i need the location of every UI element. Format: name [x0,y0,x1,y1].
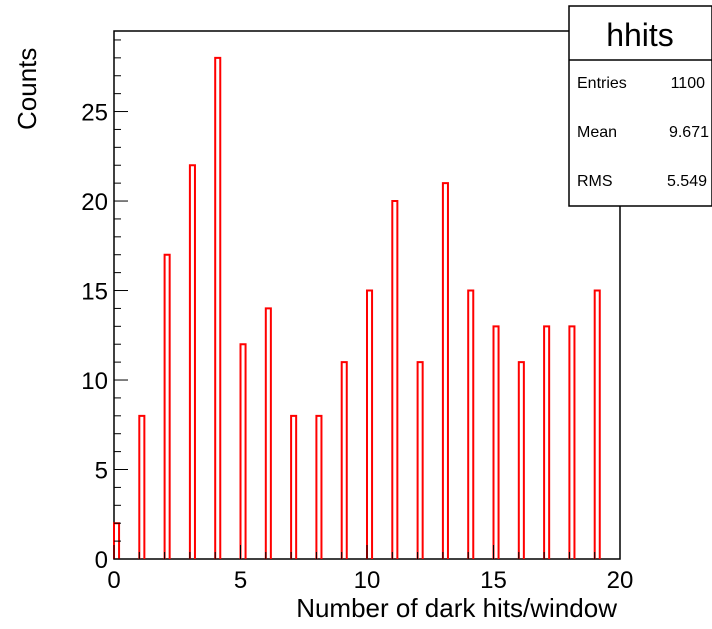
stats-entries-value: 1100 [671,75,706,92]
histogram-bar [492,325,500,559]
axes: 0 5 10 15 20 0 5 10 15 20 25 [81,39,634,594]
stats-mean-value: 9.671 [669,124,709,141]
y-tick-label: 25 [81,100,108,127]
histogram-bar [568,325,576,559]
y-axis-title: Counts [12,48,42,130]
stats-rms-label: RMS [577,173,613,190]
histogram-bar [391,200,399,559]
histogram-bar [264,307,272,559]
histogram-bar [441,182,449,559]
histogram-bar [366,289,374,559]
y-tick-label: 0 [95,547,108,574]
stats-box: hhits Entries 1100 Mean 9.671 RMS 5.549 [568,5,712,207]
y-tick-label: 5 [95,458,108,485]
histogram-bar [416,361,424,559]
stats-entries-label: Entries [577,75,627,92]
stats-title: hhits [606,17,674,53]
histogram-bar [467,289,475,559]
x-tick-label: 5 [234,567,247,594]
bars [113,56,601,559]
x-tick-label: 20 [607,567,634,594]
histogram-bar [239,343,247,559]
y-tick-label: 20 [81,189,108,216]
histogram-bar [163,253,171,559]
y-tick-label: 10 [81,368,108,395]
histogram-bar [138,414,146,559]
x-tick-label: 15 [480,567,507,594]
histogram-bar [340,361,348,559]
stats-mean-label: Mean [577,124,617,141]
histogram-bar [315,414,323,559]
histogram-bar [517,361,525,559]
histogram-bar [214,56,222,559]
histogram-bar [290,414,298,559]
stats-rms-value: 5.549 [667,173,707,190]
x-tick-label: 0 [107,567,120,594]
x-axis-title: Number of dark hits/window [296,593,617,623]
y-tick-label: 15 [81,279,108,306]
histogram-bar [593,289,601,559]
x-tick-label: 10 [354,567,381,594]
histogram-bar [188,164,196,559]
histogram-bar [543,325,551,559]
